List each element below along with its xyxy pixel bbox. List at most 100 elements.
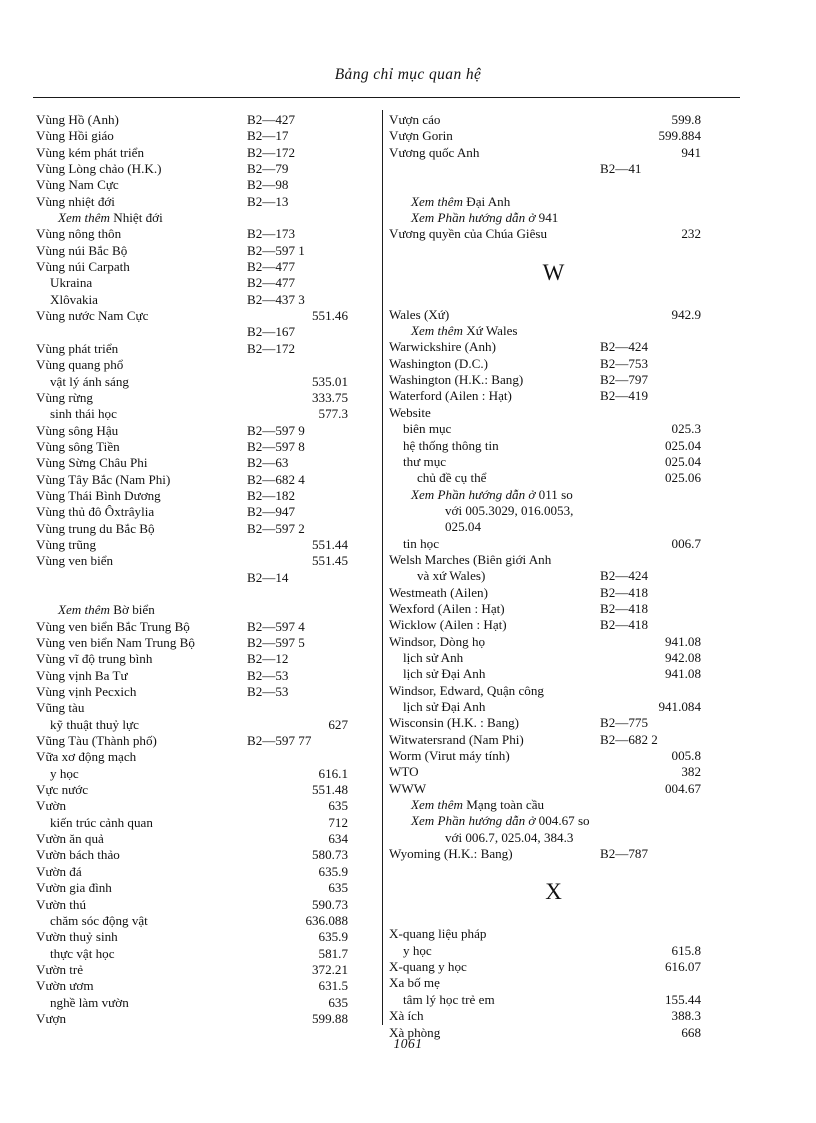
cross-reference: Xem thêm Nhiệt đới bbox=[36, 210, 366, 226]
entry-classification-number: 025.3 bbox=[671, 421, 701, 437]
entry-table-code: B2—947 bbox=[247, 504, 296, 520]
entry-term: Wyoming (H.K.: Bang) bbox=[389, 846, 513, 862]
entry-term: Vùng trung du Bắc Bộ bbox=[36, 520, 155, 536]
index-entry: Washington (D.C.) B2—753 bbox=[389, 356, 719, 372]
index-entry: Vùng rừng 333.75 bbox=[36, 390, 366, 406]
index-entry: Westmeath (Ailen) B2—418 bbox=[389, 585, 719, 601]
index-entry: Vùng trũng 551.44 bbox=[36, 537, 366, 553]
index-subentry: sinh thái học 577.3 bbox=[36, 406, 366, 422]
entry-term: Vùng Thái Bình Dương bbox=[36, 487, 161, 503]
cross-reference: Xem thêm Bờ biển bbox=[36, 602, 366, 618]
entry-term: Vùng sông Tiền bbox=[36, 438, 120, 454]
index-entry: Welsh Marches (Biên giới Anh bbox=[389, 552, 719, 568]
entry-term: Vương quyền của Chúa Giêsu bbox=[389, 226, 548, 242]
entry-term: kỹ thuật thuỷ lực bbox=[50, 716, 139, 732]
cross-reference-target: Nhiệt đới bbox=[110, 210, 163, 226]
index-entry: Vùng Nam Cực B2—98 bbox=[36, 177, 366, 193]
index-entry: Vùng vĩ độ trung bình B2—12 bbox=[36, 651, 366, 667]
index-entry: Vữa xơ động mạch bbox=[36, 749, 366, 765]
entry-classification-number: 025.04 bbox=[664, 437, 701, 453]
index-entry: Warwickshire (Anh) B2—424 bbox=[389, 339, 719, 355]
letter-gap bbox=[389, 293, 719, 307]
entry-table-code: B2—597 9 bbox=[247, 422, 305, 438]
index-entry: Xà ích 388.3 bbox=[389, 1008, 719, 1024]
index-entry: Vườn ăn quả 634 bbox=[36, 831, 366, 847]
entry-term: Vùng núi Carpath bbox=[36, 259, 130, 275]
entry-term: Vùng quang phổ bbox=[36, 357, 124, 373]
entry-table-code: B2—53 bbox=[247, 684, 289, 700]
index-entry: Vùng Hồi giáo B2—17 bbox=[36, 128, 366, 144]
index-entry: WTO 382 bbox=[389, 764, 719, 780]
entry-table-code: B2—182 bbox=[247, 487, 296, 503]
entry-classification-number: 577.3 bbox=[318, 406, 348, 422]
entry-term: Vùng nước Nam Cực bbox=[36, 308, 149, 324]
index-continuation-line: với 005.3029, 016.0053, bbox=[389, 503, 719, 519]
entry-classification-number: 635.9 bbox=[318, 863, 348, 879]
cross-reference: Xem thêm Đại Anh bbox=[389, 194, 719, 210]
entry-term: Wexford (Ailen : Hạt) bbox=[389, 600, 505, 616]
entry-classification-number: 942.08 bbox=[664, 649, 701, 665]
index-entry: Vùng ven biển Bắc Trung Bộ B2—597 4 bbox=[36, 619, 366, 635]
entry-term: sinh thái học bbox=[50, 406, 117, 422]
entry-table-code: B2—597 4 bbox=[247, 618, 305, 634]
entry-table-code: B2—477 bbox=[247, 275, 296, 291]
entry-term: Vùng nông thôn bbox=[36, 226, 122, 242]
index-subentry: y học 615.8 bbox=[389, 943, 719, 959]
cross-reference: Xem Phần hướng dẫn ở 011 so bbox=[389, 487, 719, 503]
index-entry: B2—167 bbox=[36, 324, 366, 340]
entry-classification-number: 551.48 bbox=[311, 782, 348, 798]
index-entry: Vượn 599.88 bbox=[36, 1011, 366, 1027]
cross-reference-target: Đại Anh bbox=[463, 193, 511, 209]
entry-classification-number: 581.7 bbox=[318, 945, 348, 961]
entry-term: Vùng kém phát triển bbox=[36, 144, 144, 160]
entry-classification-number: 634 bbox=[328, 831, 348, 847]
entry-term: Vùng phát triển bbox=[36, 340, 119, 356]
entry-term: chủ đề cụ thể bbox=[417, 470, 487, 486]
entry-term: Vùng Nam Cực bbox=[36, 177, 119, 193]
index-entry: Vùng ven biển Nam Trung Bộ B2—597 5 bbox=[36, 635, 366, 651]
index-entry: Vùng nhiệt đới B2—13 bbox=[36, 194, 366, 210]
index-subentry: tâm lý học trẻ em 155.44 bbox=[389, 992, 719, 1008]
entry-term: Vữa xơ động mạch bbox=[36, 749, 137, 765]
entry-classification-number: 551.45 bbox=[311, 553, 348, 569]
index-entry: Vườn đá 635.9 bbox=[36, 864, 366, 880]
entry-table-code: B2—477 bbox=[247, 259, 296, 275]
entry-classification-number: 372.21 bbox=[311, 961, 348, 977]
entry-term: Vườn gia đình bbox=[36, 880, 112, 896]
letter-gap bbox=[389, 912, 719, 926]
entry-classification-number: 635 bbox=[328, 994, 348, 1010]
entry-term: vật lý ánh sáng bbox=[50, 373, 129, 389]
entry-table-code: B2—775 bbox=[600, 715, 649, 731]
entry-term: Washington (D.C.) bbox=[389, 355, 488, 371]
index-entry: Vườn thuỷ sinh 635.9 bbox=[36, 929, 366, 945]
index-entry: Vườn gia đình 635 bbox=[36, 880, 366, 896]
entry-table-code: B2—14 bbox=[247, 569, 289, 585]
entry-term: X-quang liệu pháp bbox=[389, 926, 487, 942]
cross-reference-text: Xem thêm Đại Anh bbox=[411, 194, 510, 210]
index-subentry: biên mục 025.3 bbox=[389, 421, 719, 437]
index-entry: B2—14 bbox=[36, 570, 366, 586]
cross-reference-text: Xem thêm Nhiệt đới bbox=[58, 210, 163, 226]
entry-classification-number: 382 bbox=[681, 764, 701, 780]
entry-term: hệ thống thông tin bbox=[403, 437, 499, 453]
index-entry: Windsor, Dòng họ 941.08 bbox=[389, 634, 719, 650]
cross-reference-target: 011 so bbox=[535, 486, 573, 502]
entry-term: Vườn bbox=[36, 798, 67, 814]
index-entry: Vùng nông thôn B2—173 bbox=[36, 226, 366, 242]
entry-term: Vùng ven biển Nam Trung Bộ bbox=[36, 635, 195, 650]
index-column-left: Vùng Hồ (Anh) B2—427 Vùng Hồi giáo B2—17 Vùn… bbox=[36, 112, 366, 1027]
entry-term: Vùng rừng bbox=[36, 389, 93, 405]
entry-term: Wales (Xứ) bbox=[389, 306, 450, 322]
index-entry: Wales (Xứ) 942.9 bbox=[389, 307, 719, 323]
cross-reference-lead: Xem Phần hướng dẫn ở bbox=[411, 813, 536, 829]
entry-term: Windsor, Dòng họ bbox=[389, 633, 486, 649]
index-entry: Xa bố mẹ bbox=[389, 975, 719, 991]
index-entry: Vũng tàu bbox=[36, 700, 366, 716]
entry-term: tin học bbox=[403, 535, 440, 551]
index-entry: Windsor, Edward, Quận công bbox=[389, 683, 719, 699]
index-entry: X-quang liệu pháp bbox=[389, 926, 719, 942]
letter-gap bbox=[389, 862, 719, 872]
entry-classification-number: 616.07 bbox=[664, 959, 701, 975]
entry-classification-number: 535.01 bbox=[311, 373, 348, 389]
running-head: Bảng chỉ mục quan hệ bbox=[334, 66, 482, 83]
